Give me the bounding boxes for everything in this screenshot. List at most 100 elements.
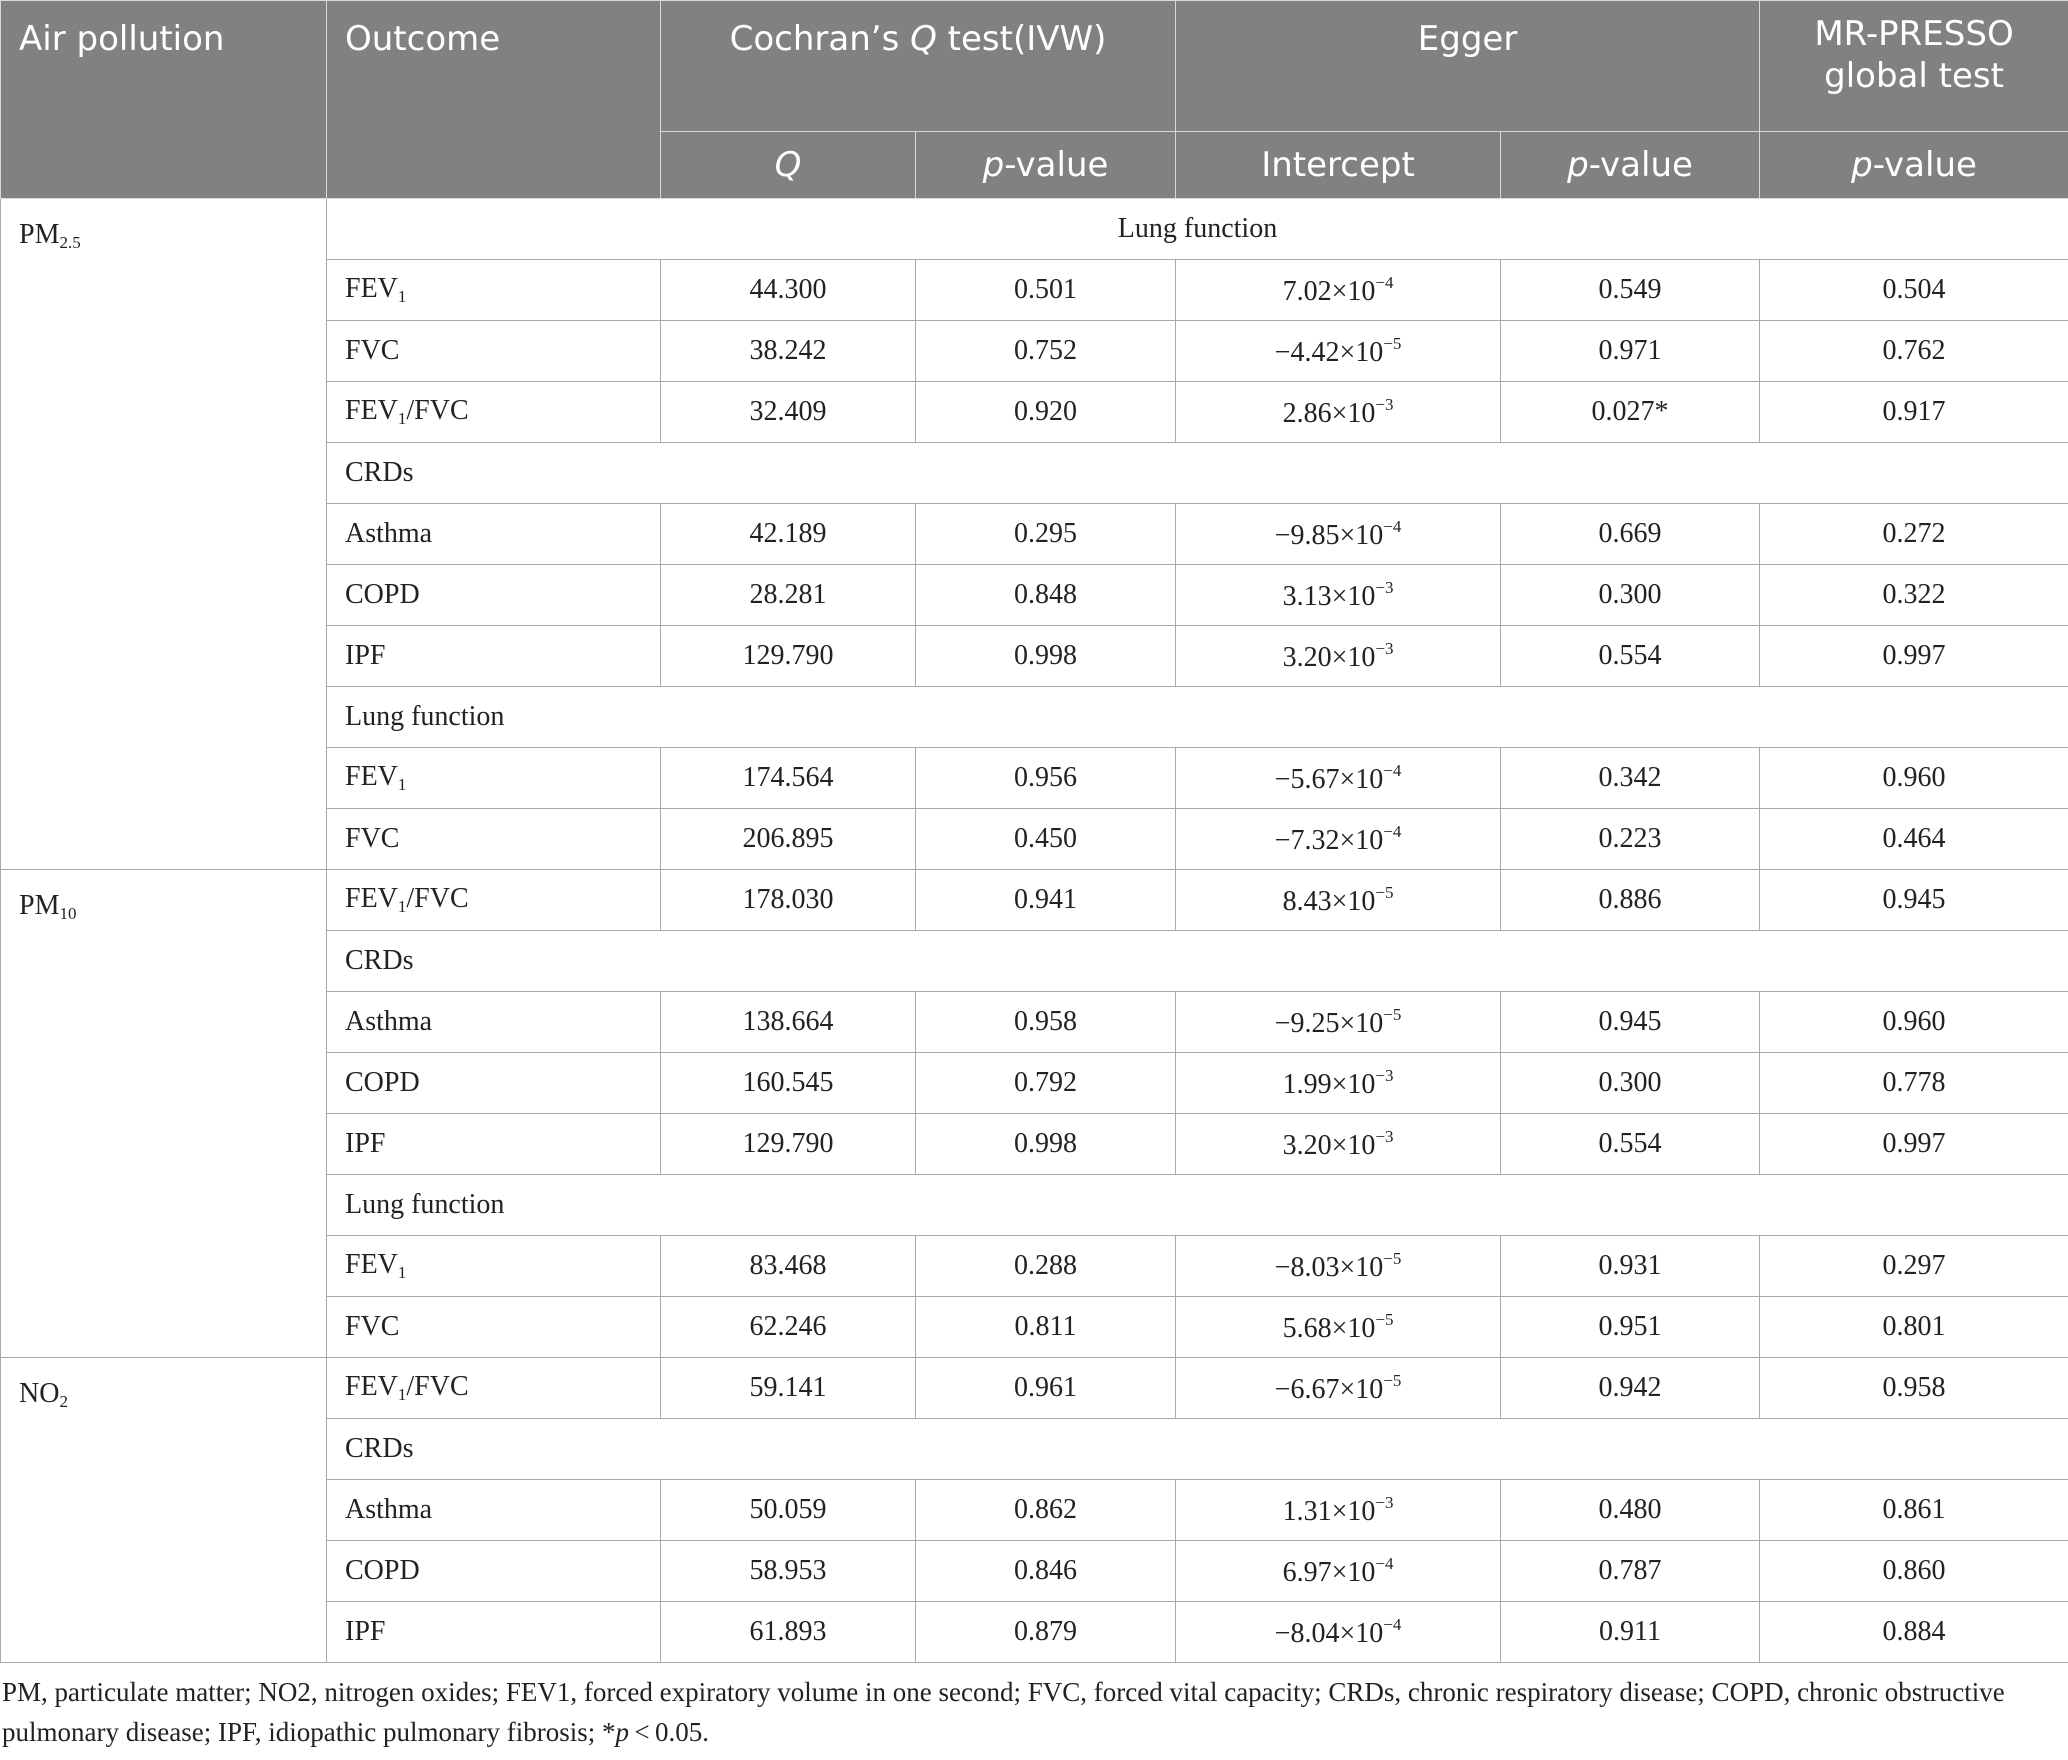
q-pvalue-cell: 0.792: [914, 1052, 1177, 1114]
q-pvalue-cell: 0.961: [914, 1357, 1177, 1419]
outcome-name: IPF: [345, 1128, 386, 1159]
intercept-mantissa: −8.04: [1274, 1617, 1340, 1649]
base-ten: 10: [1355, 519, 1384, 551]
base-ten: 10: [1355, 336, 1384, 368]
outcome-name: FEV: [345, 395, 398, 426]
q-cell: 58.953: [660, 1540, 916, 1602]
base-ten: 10: [1355, 1373, 1384, 1405]
q-cell: 38.242: [660, 320, 916, 382]
mr-presso-pvalue-cell: 0.504: [1759, 259, 2068, 321]
q-cell: 174.564: [660, 747, 916, 809]
egger-pvalue-cell: 0.886: [1500, 869, 1761, 931]
intercept-mantissa: 3.20: [1282, 1129, 1332, 1161]
intercept-cell: 5.68×10−5: [1175, 1296, 1502, 1358]
times-sign: ×: [1331, 397, 1348, 429]
outcome-subscript: 1: [397, 1263, 407, 1282]
pollutant-cell-pm25: PM2.5: [0, 198, 327, 870]
intercept-exponent: −5: [1375, 882, 1394, 902]
intercept-mantissa: 5.68: [1282, 1312, 1332, 1344]
table-row: Asthma 138.664 0.958 −9.25×10−5 0.945 0.960: [1, 991, 2068, 1053]
outcome-cell: IPF: [326, 1113, 661, 1175]
table-body: PM2.5 Lung function FEV1 44.300 0.501 7.02×10…: [0, 198, 2068, 1663]
table-row: FVC 62.246 0.811 5.68×10−5 0.951 0.801: [1, 1296, 2068, 1358]
mr-presso-pvalue-cell: 0.958: [1759, 1357, 2068, 1419]
mr-presso-pvalue-cell: 0.997: [1759, 625, 2068, 687]
intercept-exponent: −3: [1375, 638, 1394, 658]
outcome-name: Asthma: [345, 1494, 433, 1525]
pollutant-name: NO: [19, 1378, 60, 1409]
base-ten: 10: [1347, 1129, 1376, 1161]
table-footnote: PM, particulate matter; NO2, nitrogen ox…: [2, 1677, 2005, 1747]
outcome-cell: FVC: [326, 320, 661, 382]
pollutant-name: PM: [19, 890, 60, 921]
intercept-mantissa: 1.31: [1282, 1495, 1332, 1527]
times-sign: ×: [1331, 1556, 1348, 1588]
q-pvalue-cell: 0.752: [914, 320, 1177, 382]
pollutant-cell-pm10: PM10: [0, 869, 327, 1358]
intercept-exponent: −4: [1383, 516, 1402, 536]
intercept-cell: −6.67×10−5: [1175, 1357, 1502, 1419]
header-outcome: Outcome: [326, 0, 661, 199]
intercept-cell: −8.03×10−5: [1175, 1235, 1502, 1297]
egger-pvalue-cell: 0.554: [1500, 625, 1761, 687]
q-cell: 206.895: [660, 808, 916, 870]
section-label: Lung function: [325, 686, 2068, 748]
header-intercept: Intercept: [1175, 131, 1502, 199]
times-sign: ×: [1339, 519, 1356, 551]
section-row: PM2.5 Lung function: [0, 198, 2068, 870]
intercept-cell: 8.43×10−5: [1175, 869, 1502, 931]
q-cell: 138.664: [660, 991, 916, 1053]
base-ten: 10: [1355, 1251, 1384, 1283]
header-q-pvalue: p-value: [914, 131, 1177, 199]
intercept-exponent: −4: [1383, 821, 1402, 841]
q-pvalue-cell: 0.998: [914, 625, 1177, 687]
egger-pvalue-cell: 0.669: [1500, 503, 1761, 565]
mr-presso-pvalue-cell: 0.272: [1759, 503, 2068, 565]
q-pvalue-cell: 0.848: [914, 564, 1177, 626]
pollutant-cell-no2: NO2: [0, 1357, 327, 1663]
egger-pvalue-cell: 0.223: [1500, 808, 1761, 870]
mr-presso-pvalue-cell: 0.884: [1759, 1601, 2068, 1663]
outcome-subscript: 1: [397, 409, 407, 428]
q-pvalue-cell: 0.956: [914, 747, 1177, 809]
intercept-exponent: −4: [1375, 272, 1394, 292]
egger-pvalue-cell: 0.911: [1500, 1601, 1761, 1663]
base-ten: 10: [1347, 1068, 1376, 1100]
intercept-mantissa: 2.86: [1282, 397, 1332, 429]
intercept-mantissa: 6.97: [1282, 1556, 1332, 1588]
intercept-exponent: −5: [1383, 1248, 1402, 1268]
header-egger: Egger: [1175, 0, 1761, 132]
outcome-name: Asthma: [345, 1006, 433, 1037]
intercept-cell: 6.97×10−4: [1175, 1540, 1502, 1602]
mr-presso-pvalue-cell: 0.917: [1759, 381, 2068, 443]
outcome-name: FEV: [345, 1249, 398, 1280]
outcome-cell: IPF: [326, 625, 661, 687]
q-pvalue-cell: 0.501: [914, 259, 1177, 321]
section-label: Lung function: [325, 198, 2068, 260]
intercept-mantissa: −9.85: [1274, 519, 1340, 551]
intercept-exponent: −5: [1383, 1004, 1402, 1024]
q-pvalue-cell: 0.941: [914, 869, 1177, 931]
intercept-mantissa: 3.20: [1282, 641, 1332, 673]
table-row: IPF 129.790 0.998 3.20×10−3 0.554 0.997: [1, 625, 2068, 687]
times-sign: ×: [1339, 763, 1356, 795]
intercept-cell: −9.85×10−4: [1175, 503, 1502, 565]
q-cell: 160.545: [660, 1052, 916, 1114]
table-row: PM10 FEV1/FVC 178.030 0.941 8.43×10−5 0.886 0.…: [0, 869, 2068, 1358]
base-ten: 10: [1347, 397, 1376, 429]
outcome-name: FVC: [345, 823, 400, 854]
q-cell: 62.246: [660, 1296, 916, 1358]
times-sign: ×: [1339, 336, 1356, 368]
header-cochran-q-test: Cochran’s Q test(IVW): [659, 0, 1177, 132]
section-label: Lung function: [325, 1174, 2068, 1236]
outcome-cell: COPD: [326, 564, 661, 626]
intercept-cell: −7.32×10−4: [1175, 808, 1502, 870]
times-sign: ×: [1331, 1312, 1348, 1344]
egger-pvalue-cell: 0.300: [1500, 564, 1761, 626]
base-ten: 10: [1355, 763, 1384, 795]
outcome-cell: FEV1: [326, 1235, 661, 1297]
outcome-name: FEV: [345, 1371, 398, 1402]
mr-presso-pvalue-cell: 0.860: [1759, 1540, 2068, 1602]
egger-pvalue-cell: 0.027*: [1500, 381, 1761, 443]
q-pvalue-cell: 0.920: [914, 381, 1177, 443]
